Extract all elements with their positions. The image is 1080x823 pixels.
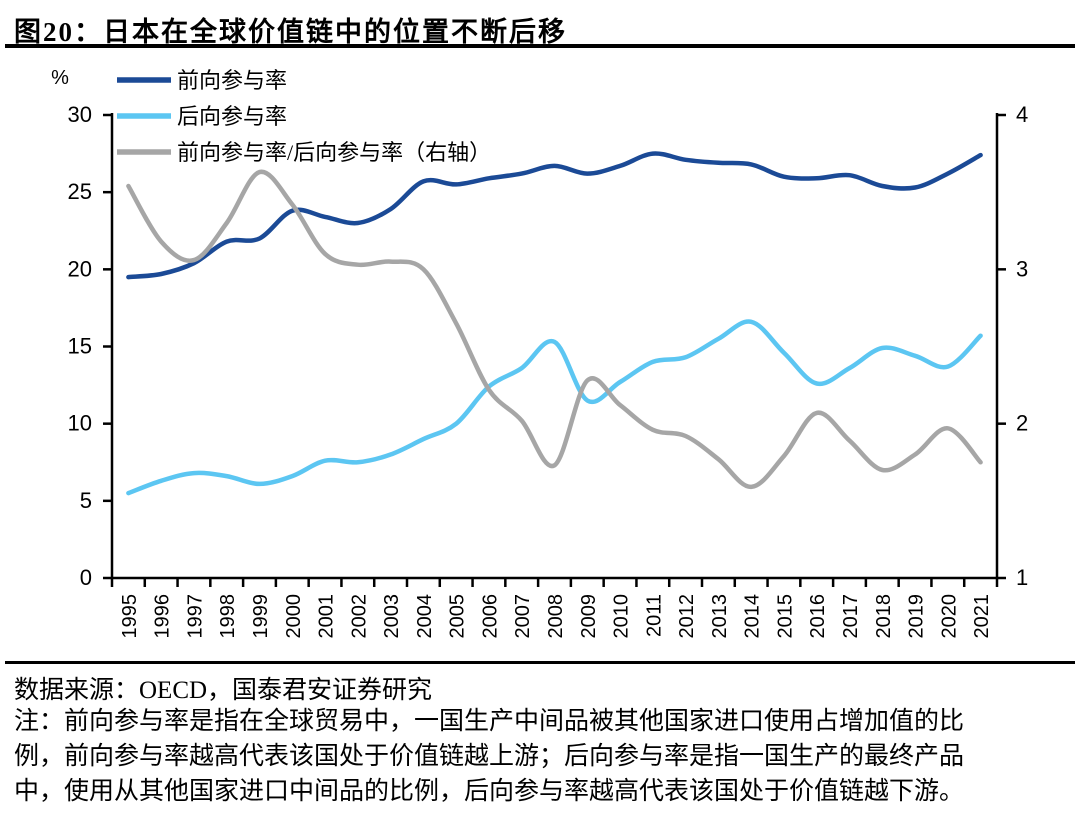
svg-text:2010: 2010 [611, 594, 633, 639]
svg-text:2005: 2005 [447, 594, 469, 639]
svg-text:2001: 2001 [316, 594, 338, 639]
svg-text:10: 10 [68, 411, 92, 436]
svg-text:3: 3 [1016, 256, 1028, 281]
svg-text:1995: 1995 [119, 594, 141, 639]
legend-label-1: 后向参与率 [177, 104, 287, 129]
svg-text:2019: 2019 [906, 594, 928, 639]
data-source: 数据来源：OECD，国泰君安证券研究 [14, 677, 433, 704]
svg-text:2016: 2016 [807, 594, 829, 639]
axis-spines [110, 113, 999, 580]
footer-divider [5, 661, 1075, 664]
svg-text:4: 4 [1016, 102, 1028, 127]
note-line-3: 中，使用从其他国家进口中间品的比例，后向参与率越高代表该国处于价值链越下游。 [14, 778, 965, 805]
svg-text:2: 2 [1016, 411, 1028, 436]
svg-text:1999: 1999 [250, 594, 272, 639]
title-divider [5, 44, 1075, 48]
svg-text:2008: 2008 [545, 594, 567, 639]
svg-text:0: 0 [80, 565, 92, 590]
svg-text:15: 15 [68, 334, 92, 359]
x-axis: 1995 1996 1997 1998 1999 2000 2001 2002 2003 2004… [110, 578, 999, 639]
legend-label-0: 前向参与率 [177, 68, 287, 93]
line-chart: 0 5 10 15 20 25 30% 1 2 3 4 1995 1996 1997 1998 1999 200… [51, 67, 1028, 639]
svg-text:30: 30 [68, 102, 92, 127]
svg-text:1996: 1996 [152, 594, 174, 639]
svg-text:2021: 2021 [971, 594, 993, 639]
svg-text:1997: 1997 [184, 594, 206, 639]
left-axis-unit-label: % [51, 67, 69, 89]
series-line-1 [126, 319, 983, 496]
y-axis-right: 1 2 3 4 [997, 102, 1028, 590]
figure-title: 图20：日本在全球价值链中的位置不断后移 [14, 17, 567, 47]
note-line-2: 例，前向参与率越高代表该国处于价值链越上游；后向参与率是指一国生产的最终产品 [14, 743, 965, 770]
figure-note: 注：前向参与率是指在全球贸易中，一国生产中间品被其他国家进口使用占增加值的比 例… [14, 704, 1072, 809]
svg-text:20: 20 [68, 256, 92, 281]
svg-text:2003: 2003 [381, 594, 403, 639]
svg-text:5: 5 [80, 488, 92, 513]
svg-text:2009: 2009 [578, 594, 600, 639]
svg-text:2015: 2015 [774, 594, 796, 639]
svg-text:2018: 2018 [873, 594, 895, 639]
series-line-2 [126, 169, 983, 490]
svg-text:2007: 2007 [512, 594, 534, 639]
y-axis-left: 0 5 10 15 20 25 30 [68, 102, 112, 590]
note-line-1: 注：前向参与率是指在全球贸易中，一国生产中间品被其他国家进口使用占增加值的比 [14, 708, 965, 735]
svg-text:2011: 2011 [643, 594, 665, 637]
svg-text:2017: 2017 [840, 594, 862, 639]
svg-text:25: 25 [68, 179, 92, 204]
series-line-0 [126, 151, 983, 280]
legend-label-2: 前向参与率/后向参与率（右轴） [177, 140, 491, 165]
svg-text:2014: 2014 [742, 594, 764, 639]
svg-text:2000: 2000 [283, 594, 305, 639]
svg-text:1998: 1998 [217, 594, 239, 639]
svg-text:1: 1 [1016, 565, 1028, 590]
svg-text:2002: 2002 [348, 594, 370, 639]
svg-text:2013: 2013 [709, 594, 731, 639]
svg-text:2020: 2020 [938, 594, 960, 639]
svg-text:2012: 2012 [676, 594, 698, 639]
svg-text:2004: 2004 [414, 594, 436, 639]
svg-text:2006: 2006 [479, 594, 501, 639]
